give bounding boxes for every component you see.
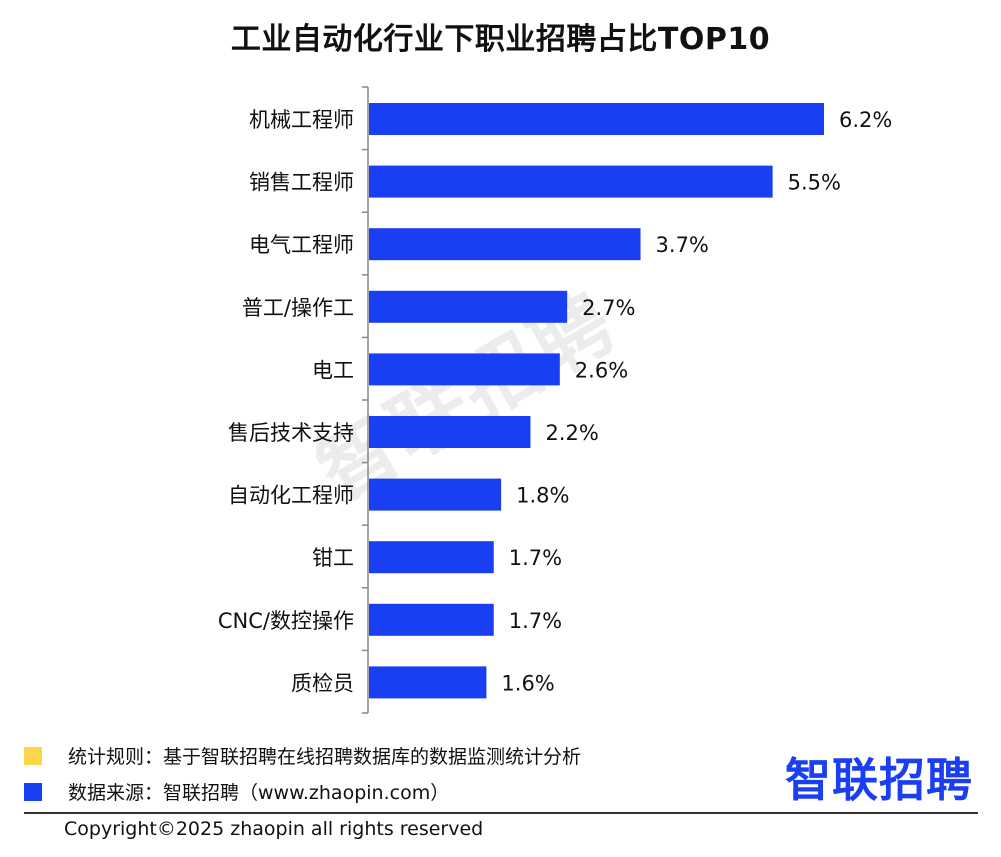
category-label: 销售工程师 bbox=[249, 171, 354, 195]
data-label: 1.7% bbox=[509, 546, 562, 570]
category-label: 电气工程师 bbox=[249, 233, 354, 257]
category-label: CNC/数控操作 bbox=[218, 609, 354, 633]
data-label: 2.7% bbox=[582, 296, 635, 320]
category-label: 质检员 bbox=[291, 671, 354, 695]
bar bbox=[369, 603, 494, 636]
data-label: 1.6% bbox=[501, 671, 554, 695]
category-label: 电工 bbox=[312, 358, 354, 382]
legend-source-text: 数据来源：智联招聘（www.zhaopin.com） bbox=[68, 782, 450, 804]
category-label: 钳工 bbox=[312, 546, 354, 570]
data-label: 5.5% bbox=[788, 171, 841, 195]
footer-divider bbox=[24, 812, 978, 814]
legend-swatch-source bbox=[24, 782, 42, 801]
data-label: 1.7% bbox=[509, 609, 562, 633]
category-label: 机械工程师 bbox=[249, 108, 354, 132]
bar bbox=[369, 541, 494, 574]
bar bbox=[369, 416, 531, 448]
bar bbox=[369, 165, 773, 198]
bar bbox=[369, 290, 568, 323]
legend-rule: 统计规则：基于智联招聘在线招聘数据库的数据监测统计分析 bbox=[24, 742, 581, 769]
copyright-text: Copyright©2025 zhaopin all rights reserv… bbox=[64, 818, 484, 840]
bar-chart: 机械工程师 6.2% 销售工程师 5.5% 电气工程师 3.7% 普工/操作工 2.7% 电工 2… bbox=[218, 86, 892, 714]
bar bbox=[369, 478, 502, 511]
bar bbox=[369, 228, 641, 261]
chart-title: 工业自动化行业下职业招聘占比TOP10 bbox=[230, 22, 771, 57]
bar bbox=[369, 103, 824, 135]
bar bbox=[369, 666, 487, 699]
data-label: 3.7% bbox=[656, 233, 709, 257]
brand-logo: 智联招聘 bbox=[785, 753, 973, 807]
legend-rule-text: 统计规则：基于智联招聘在线招聘数据库的数据监测统计分析 bbox=[68, 746, 582, 768]
data-label: 2.6% bbox=[575, 358, 628, 382]
data-label: 2.2% bbox=[545, 421, 598, 445]
bar bbox=[369, 353, 560, 386]
category-label: 售后技术支持 bbox=[228, 421, 354, 445]
data-label: 1.8% bbox=[516, 484, 569, 508]
legend-source: 数据来源：智联招聘（www.zhaopin.com） bbox=[24, 778, 449, 805]
legend-swatch-rule bbox=[24, 746, 42, 765]
category-label: 普工/操作工 bbox=[242, 296, 354, 320]
data-label: 6.2% bbox=[839, 108, 892, 132]
category-label: 自动化工程师 bbox=[228, 484, 354, 508]
